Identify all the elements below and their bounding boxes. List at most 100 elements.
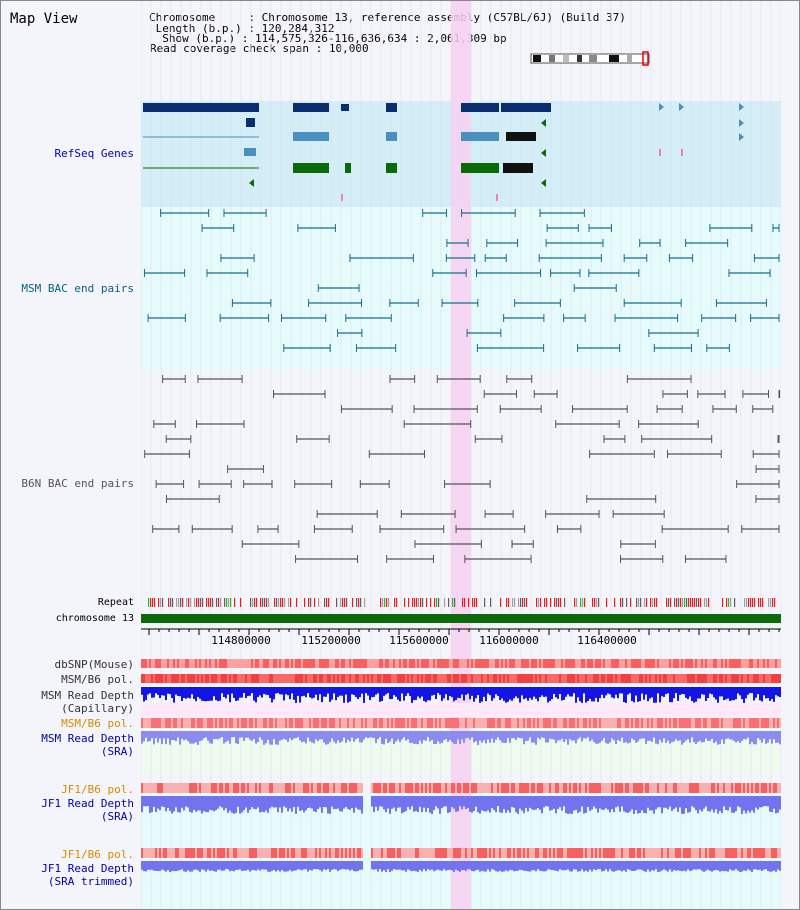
depth-bar xyxy=(525,687,527,699)
depth-bar xyxy=(179,861,181,871)
depth-bar xyxy=(243,731,245,742)
heatmap-cell xyxy=(627,848,629,858)
heatmap-cell xyxy=(393,848,395,858)
depth-bar xyxy=(553,861,555,871)
b6n-bac-label[interactable]: B6N BAC end pairs xyxy=(21,477,134,490)
heatmap-cell xyxy=(331,783,333,793)
depth-bar xyxy=(559,731,561,741)
depth-bar xyxy=(731,796,733,813)
heatmap-cell xyxy=(239,718,241,728)
depth-bar xyxy=(149,731,151,742)
depth-bar xyxy=(313,687,315,698)
refseq-genes-label[interactable]: RefSeq Genes xyxy=(54,147,134,160)
genome-canvas[interactable]: 114800000 115200000 115600000 116000000 1164… xyxy=(141,1,781,909)
depth-bar xyxy=(673,796,675,809)
repeat-mark xyxy=(296,598,298,607)
heatmap-cell xyxy=(421,783,423,793)
heatmap-cell xyxy=(631,718,633,728)
heatmap-cell xyxy=(381,659,383,668)
depth-bar xyxy=(401,731,403,740)
heatmap-cell xyxy=(307,659,309,668)
repeat-mark xyxy=(384,598,386,607)
heatmap-cell xyxy=(741,674,743,683)
heatmap-cell xyxy=(297,674,299,683)
depth-bar xyxy=(297,861,299,870)
heatmap-cell xyxy=(387,659,389,668)
depth-bar xyxy=(579,861,581,872)
heatmap-cell xyxy=(439,718,441,728)
heatmap-cell xyxy=(459,674,461,683)
depth-bar xyxy=(587,731,589,738)
depth-bar xyxy=(667,731,669,741)
depth-bar xyxy=(773,796,775,809)
depth-bar xyxy=(289,861,291,871)
msm-bac-label[interactable]: MSM BAC end pairs xyxy=(21,282,134,295)
depth-bar xyxy=(551,861,553,871)
heatmap-cell xyxy=(475,783,477,793)
heatmap-cell xyxy=(355,718,357,728)
heatmap-cell xyxy=(691,783,693,793)
depth-bar xyxy=(215,687,217,701)
repeat-mark xyxy=(262,598,264,607)
depth-bar xyxy=(283,687,285,701)
heatmap-cell xyxy=(695,659,697,668)
depth-bar xyxy=(637,731,639,742)
chromosome-ideogram[interactable] xyxy=(529,51,654,67)
depth-bar xyxy=(639,687,641,702)
depth-bar xyxy=(477,687,479,696)
heatmap-cell xyxy=(291,718,293,728)
depth-bar xyxy=(303,861,305,870)
msm-depth-sra-label: MSM Read Depth xyxy=(41,732,134,745)
heatmap-cell xyxy=(621,783,623,793)
heatmap-cell xyxy=(531,718,533,728)
depth-bar xyxy=(245,687,247,699)
heatmap-cell xyxy=(671,718,673,728)
heatmap-cell xyxy=(287,783,289,793)
depth-bar xyxy=(239,731,241,738)
genome-panel[interactable]: 114800000 115200000 115600000 116000000 1164… xyxy=(141,1,781,909)
heatmap-cell xyxy=(429,659,431,668)
depth-bar xyxy=(483,687,485,697)
repeat-mark xyxy=(396,598,398,607)
depth-bar xyxy=(227,731,229,741)
heatmap-cell xyxy=(725,659,727,668)
heatmap-cell xyxy=(255,848,257,858)
heatmap-cell xyxy=(417,848,419,858)
depth-bar xyxy=(501,731,503,743)
heatmap-cell xyxy=(227,718,229,728)
depth-bar xyxy=(771,731,773,744)
heatmap-cell xyxy=(325,848,327,858)
depth-bar xyxy=(545,861,547,872)
heatmap-cell xyxy=(299,674,301,683)
depth-bar xyxy=(235,861,237,870)
heatmap-cell xyxy=(169,848,171,858)
depth-bar xyxy=(735,731,737,743)
depth-bar xyxy=(285,731,287,740)
depth-bar xyxy=(165,796,167,812)
heatmap-cell xyxy=(743,674,745,683)
repeat-mark xyxy=(230,598,232,607)
heatmap-cell xyxy=(347,783,349,793)
heatmap-cell xyxy=(211,718,213,728)
depth-bar xyxy=(473,861,475,872)
depth-bar xyxy=(683,861,685,871)
depth-bar xyxy=(761,687,763,702)
repeat-mark xyxy=(328,598,330,607)
heatmap-cell xyxy=(747,659,749,668)
heatmap-cell xyxy=(293,674,295,683)
heatmap-cell xyxy=(425,783,427,793)
depth-bar xyxy=(189,861,191,872)
heatmap-cell xyxy=(525,848,527,858)
depth-bar xyxy=(263,731,265,745)
heatmap-cell xyxy=(473,659,475,668)
heatmap-cell xyxy=(337,659,339,668)
heatmap-cell xyxy=(555,718,557,728)
depth-bar xyxy=(625,687,627,703)
depth-bar xyxy=(621,861,623,872)
heatmap-cell xyxy=(509,848,511,858)
depth-bar xyxy=(601,796,603,810)
heatmap-cell xyxy=(269,848,271,858)
repeat-mark xyxy=(464,598,466,607)
heatmap-cell xyxy=(771,848,773,858)
heatmap-cell xyxy=(479,848,481,858)
